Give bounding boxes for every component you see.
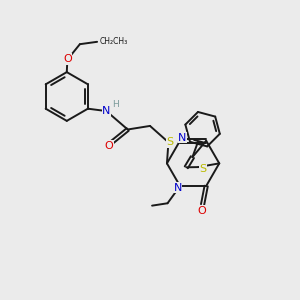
Text: O: O	[63, 54, 72, 64]
Text: S: S	[167, 137, 173, 147]
Text: N: N	[173, 182, 182, 193]
Text: N: N	[178, 133, 187, 143]
Text: CH₂CH₃: CH₂CH₃	[100, 37, 128, 46]
Text: O: O	[104, 140, 113, 151]
Text: S: S	[199, 164, 206, 174]
Text: H: H	[112, 100, 119, 109]
Text: N: N	[102, 106, 110, 116]
Text: O: O	[198, 206, 206, 216]
